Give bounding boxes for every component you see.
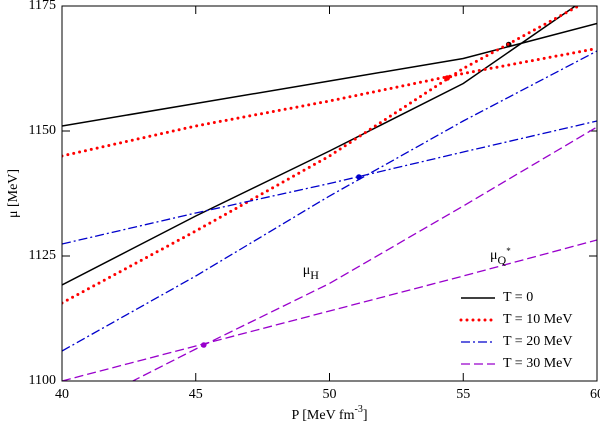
legend-label: T = 30 MeV — [503, 356, 572, 371]
annotation-part: H — [310, 268, 319, 282]
series-line — [62, 50, 597, 352]
series-line — [62, 47, 597, 158]
x-tick-label: 50 — [323, 387, 337, 402]
series-line — [62, 6, 577, 286]
legend-label: T = 0 — [503, 290, 533, 305]
annotation-part: μ — [303, 263, 311, 278]
y-axis-label: μ [MeV] — [6, 169, 21, 218]
crossing-point — [356, 174, 362, 180]
series-line — [62, 6, 582, 305]
y-tick-label: 1175 — [29, 0, 56, 13]
x-axis-label-part: -3 — [354, 404, 362, 415]
y-tick-label: 1150 — [29, 123, 56, 138]
x-tick-label: 40 — [55, 387, 69, 402]
series-line — [62, 22, 597, 127]
legend-label: T = 10 MeV — [503, 312, 572, 327]
x-tick-label: 45 — [189, 387, 203, 402]
series-line — [62, 239, 597, 381]
legend-label: T = 20 MeV — [503, 334, 572, 349]
crossing-point — [200, 342, 207, 348]
plot-area — [62, 6, 597, 381]
axes-frame — [61, 5, 598, 382]
x-axis-label: P [MeV fm-3] — [291, 404, 367, 423]
y-tick-label: 1125 — [29, 248, 56, 263]
y-tick-label: 1100 — [29, 373, 56, 388]
annotation: μQ* — [490, 246, 511, 267]
crossing-point — [444, 75, 451, 81]
annotation-part: μ — [490, 248, 498, 263]
x-axis-label-part: P [MeV fm — [291, 408, 354, 423]
x-axis-label-part: ] — [363, 408, 368, 423]
annotation-part: * — [506, 246, 511, 256]
annotation-part: Q — [498, 253, 507, 267]
x-tick-label: 55 — [456, 387, 470, 402]
annotation: μH — [303, 263, 320, 282]
x-tick-label: 60 — [590, 387, 600, 402]
series-line — [62, 120, 597, 245]
